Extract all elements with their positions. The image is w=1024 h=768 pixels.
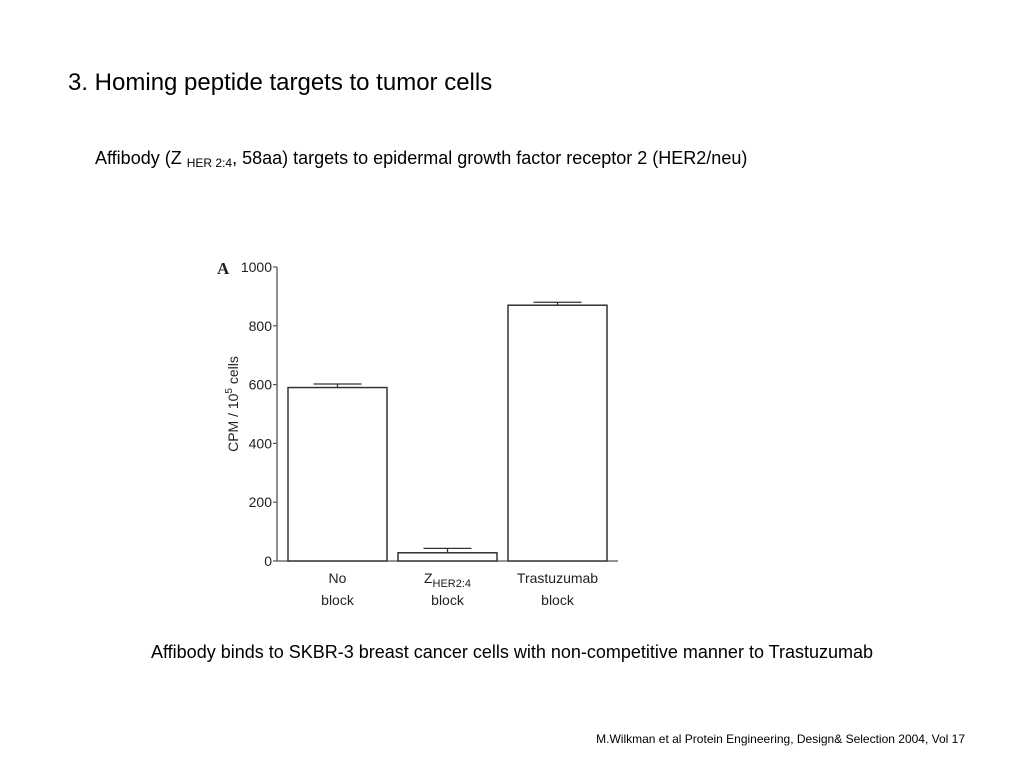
y-tick-label-1000: 1000 [241, 259, 272, 275]
bar-2 [397, 552, 498, 562]
subtitle-prefix: Affibody (Z [95, 148, 187, 168]
slide-title: 3. Homing peptide targets to tumor cells [68, 69, 493, 96]
citation: M.Wilkman et al Protein Engineering, Des… [596, 732, 965, 746]
y-tick-label-200: 200 [249, 494, 273, 510]
y-tick-label-0: 0 [264, 553, 272, 569]
bar-1 [287, 386, 388, 562]
x-category-label-1-line2: block [321, 592, 355, 608]
x-category-label-3-line1: Trastuzumab [517, 570, 598, 586]
x-category-label-2-line1: ZHER2:4 [424, 570, 471, 590]
subtitle-subscript: HER 2:4 [186, 156, 233, 170]
bar-3 [507, 304, 608, 562]
slide-subtitle: Affibody (Z HER 2:4, 58aa) targets to ep… [95, 144, 747, 177]
x-category-label-3-line2: block [541, 592, 575, 608]
x-category-label-2-line2: block [431, 592, 465, 608]
y-axis-label: CPM / 105 cells [224, 356, 241, 452]
panel-label: A [217, 259, 230, 278]
y-tick-label-600: 600 [249, 377, 273, 393]
subtitle-suffix: , 58aa) targets to epidermal growth fact… [232, 148, 748, 168]
y-tick-label-400: 400 [249, 435, 273, 451]
x-category-label-1-line1: No [329, 570, 347, 586]
y-tick-label-800: 800 [249, 318, 273, 334]
slide-caption: Affibody binds to SKBR-3 breast cancer c… [150, 642, 873, 662]
